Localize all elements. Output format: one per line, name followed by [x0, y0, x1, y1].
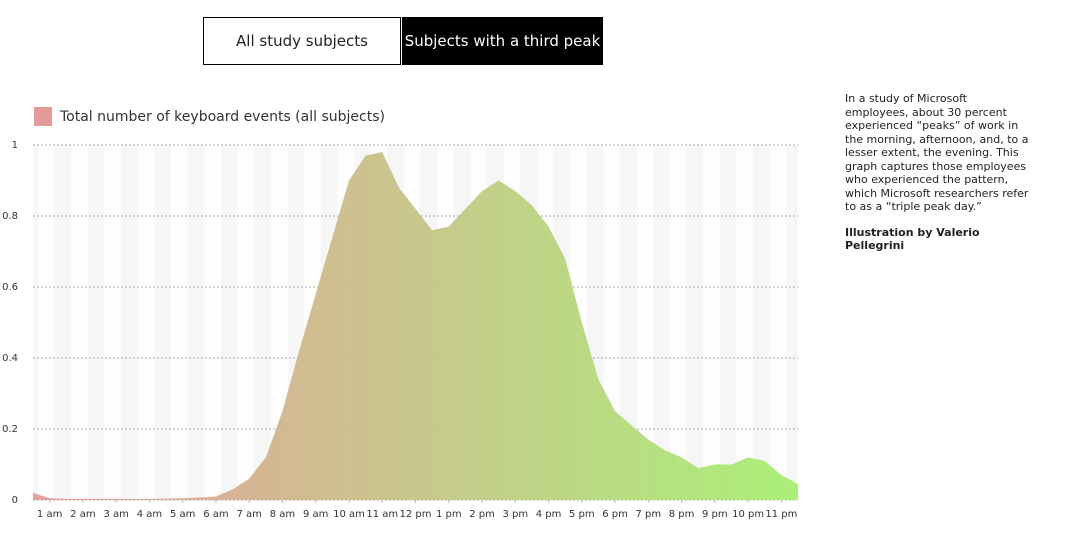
description: In a study of Microsoft employees, about…	[845, 92, 1029, 213]
y-tick-label: 0	[12, 495, 18, 506]
column-band	[204, 145, 221, 500]
x-tick-label: 3 pm	[502, 509, 528, 520]
x-tick-label: 1 am	[37, 509, 62, 520]
column-band	[137, 145, 155, 500]
x-tick-label: 10 pm	[732, 509, 764, 520]
x-tick-label: 7 am	[236, 509, 261, 520]
y-tick-label: 1	[12, 140, 18, 151]
x-tick-label: 12 pm	[400, 509, 432, 520]
column-band	[71, 145, 88, 500]
column-band	[736, 145, 754, 500]
x-tick-label: 4 pm	[536, 509, 562, 520]
x-tick-label: 2 am	[70, 509, 95, 520]
column-band	[237, 145, 255, 500]
column-band	[769, 145, 787, 500]
column-band	[171, 145, 188, 500]
x-tick-label: 7 pm	[636, 509, 662, 520]
x-tick-label: 8 pm	[669, 509, 695, 520]
y-tick-label: 0.8	[2, 211, 18, 222]
column-band	[703, 145, 720, 500]
x-tick-label: 6 pm	[602, 509, 628, 520]
column-band	[37, 145, 55, 500]
legend-label: Total number of keyboard events (all sub…	[59, 109, 385, 125]
x-tick-label: 6 am	[203, 509, 228, 520]
x-tick-label: 9 am	[303, 509, 328, 520]
sidebar: In a study of Microsoft employees, about…	[845, 92, 1030, 253]
x-tick-label: 4 am	[137, 509, 162, 520]
x-tick-label: 5 am	[170, 509, 195, 520]
legend-swatch	[34, 107, 52, 126]
x-tick-label: 11 am	[366, 509, 398, 520]
credit: Illustration by Valerio Pellegrini	[845, 225, 980, 253]
x-tick-label: 8 am	[270, 509, 295, 520]
tab[interactable]: All study subjects	[203, 17, 401, 65]
x-tick-label: 1 pm	[436, 509, 462, 520]
x-tick-label: 3 am	[103, 509, 128, 520]
y-tick-label: 0.2	[2, 424, 18, 435]
x-tick-label: 5 pm	[569, 509, 595, 520]
column-band	[669, 145, 687, 500]
area	[33, 152, 798, 500]
chart: Total number of keyboard events (all sub…	[2, 107, 798, 520]
x-tick-label: 11 pm	[765, 509, 797, 520]
x-tick-label: 9 pm	[702, 509, 728, 520]
x-tick-label: 10 am	[333, 509, 365, 520]
column-band	[636, 145, 654, 500]
x-tick-label: 2 pm	[469, 509, 495, 520]
tab-active[interactable]: Subjects with a third peak	[402, 17, 603, 65]
y-tick-label: 0.4	[2, 353, 18, 364]
y-tick-label: 0.6	[2, 282, 18, 293]
column-band	[104, 145, 122, 500]
